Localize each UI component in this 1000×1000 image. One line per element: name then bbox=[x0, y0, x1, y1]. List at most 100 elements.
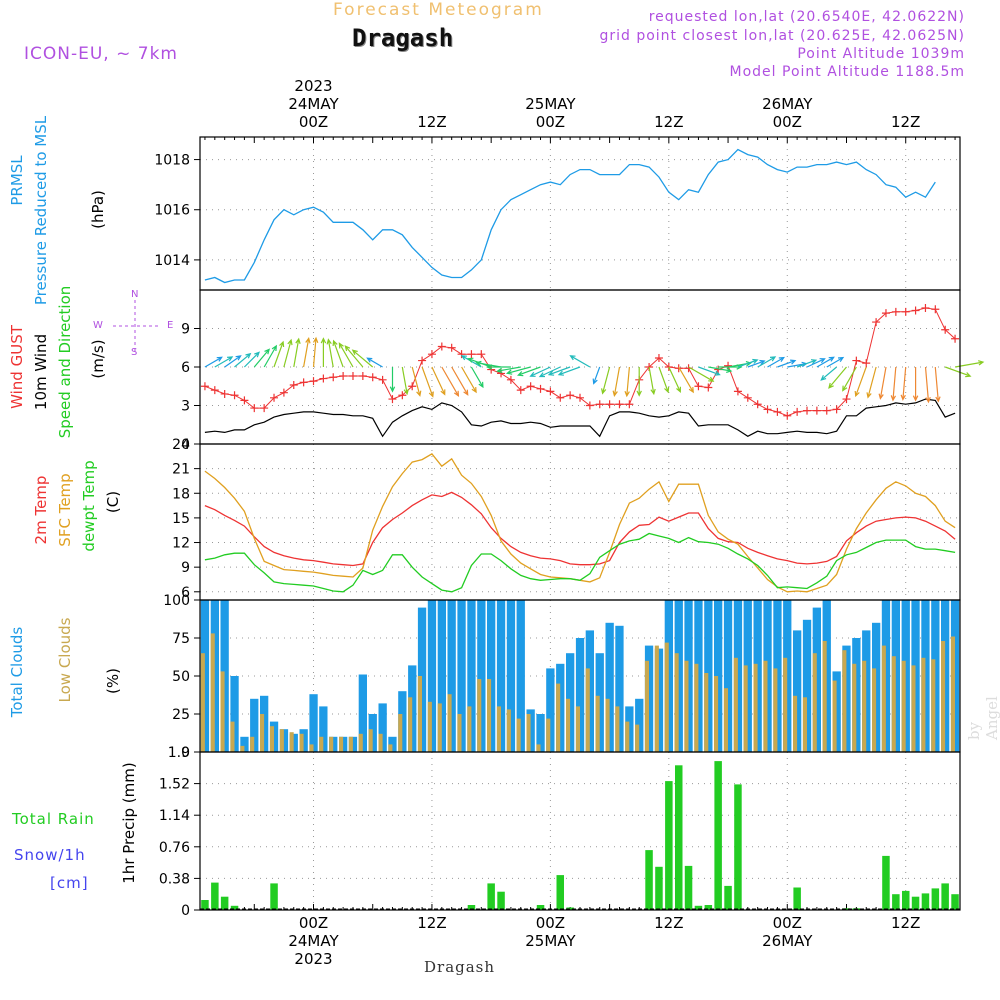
wind-arrow bbox=[842, 366, 857, 392]
pressure-unit: (hPa) bbox=[89, 190, 107, 229]
gust-label: Wind GUST bbox=[8, 324, 26, 409]
y-tick-label: 1.52 bbox=[159, 777, 190, 793]
gust-point bbox=[753, 400, 762, 409]
wind-arrow bbox=[214, 356, 234, 368]
total-cloud-bar bbox=[279, 729, 289, 752]
gust-point bbox=[408, 382, 417, 391]
dewpt-line bbox=[204, 532, 956, 593]
total-cloud-bar bbox=[220, 600, 229, 752]
y-tick-label: 1014 bbox=[154, 253, 190, 269]
gust-point bbox=[654, 354, 663, 363]
wind-arrow bbox=[866, 366, 877, 399]
low-cloud-bar bbox=[368, 729, 373, 752]
low-cloud-bar bbox=[605, 698, 610, 752]
pressure-label: PRMSL bbox=[8, 155, 26, 206]
low-cloud-bar bbox=[309, 744, 314, 752]
low-cloud-bar bbox=[704, 673, 709, 752]
gust-point bbox=[398, 391, 407, 400]
gust-point bbox=[931, 305, 940, 314]
rain-bar bbox=[665, 781, 673, 910]
rain-bar bbox=[566, 907, 574, 910]
wind-arrow bbox=[485, 364, 511, 370]
x-tick-label-bottom: 00Z bbox=[299, 914, 328, 932]
gust-point bbox=[230, 391, 239, 400]
wind-arrow bbox=[820, 366, 837, 381]
low-cloud-bar bbox=[496, 706, 501, 752]
x-tick-label-top: 24MAY bbox=[288, 95, 339, 113]
y-tick-label: 0 bbox=[181, 437, 190, 453]
total-cloud-bar bbox=[773, 600, 782, 752]
gust-point bbox=[585, 401, 594, 410]
total-cloud-bar bbox=[684, 600, 693, 752]
y-tick-label: 1.9 bbox=[168, 745, 190, 761]
low-cloud-bar bbox=[467, 706, 472, 752]
total-cloud-bar bbox=[950, 600, 960, 752]
total-cloud-bar bbox=[654, 648, 664, 752]
forecast-subtitle: Forecast Meteogram bbox=[333, 0, 544, 20]
total-cloud-bar bbox=[289, 733, 298, 752]
low-cloud-bar bbox=[615, 706, 620, 752]
rain-bar bbox=[892, 894, 900, 910]
y-tick-label: 0 bbox=[181, 745, 190, 761]
low-cloud-bar bbox=[723, 688, 728, 752]
wind-arrow bbox=[461, 366, 477, 394]
gust-point bbox=[862, 359, 871, 368]
low-cloud-bar bbox=[733, 657, 738, 752]
total-cloud-bar bbox=[467, 600, 476, 752]
gust-point bbox=[388, 395, 397, 404]
low-cloud-bar bbox=[802, 697, 807, 752]
x-tick-label-top: 12Z bbox=[654, 113, 683, 131]
total-cloud-bar bbox=[516, 600, 525, 752]
wind-arrow bbox=[912, 367, 919, 402]
wind-arrow bbox=[312, 336, 319, 368]
wind-arrow bbox=[828, 366, 847, 389]
low-cloud-bar bbox=[329, 736, 334, 752]
wind-arrow bbox=[421, 366, 434, 398]
total-cloud-bar bbox=[546, 668, 555, 752]
model-label: ICON-EU, ~ 7km bbox=[24, 44, 178, 64]
gust-point bbox=[329, 373, 338, 382]
wind-arrow bbox=[557, 366, 581, 376]
precip-unit: 1hr Precip (mm) bbox=[120, 762, 138, 883]
rain-bar bbox=[467, 905, 476, 910]
total-cloud-bar bbox=[704, 600, 713, 752]
temp2m-line bbox=[204, 491, 956, 567]
low-cloud-bar bbox=[289, 732, 294, 752]
wind-arrow bbox=[273, 340, 285, 368]
total-cloud-bar bbox=[615, 625, 624, 752]
low-cloud-bar bbox=[506, 709, 511, 752]
total-cloud-bar bbox=[378, 703, 387, 752]
low-cloud-bar bbox=[644, 660, 649, 752]
low-cloud-bar bbox=[941, 641, 946, 752]
low-cloud-bar bbox=[220, 671, 225, 752]
low-cloud-bar bbox=[556, 683, 561, 752]
gust-point bbox=[605, 400, 614, 409]
wind-arrow bbox=[517, 366, 541, 377]
watermark: by Angel bbox=[965, 696, 1000, 740]
y-tick-label: 0.38 bbox=[159, 871, 190, 887]
gust-point bbox=[220, 389, 229, 398]
gust-point bbox=[250, 404, 259, 413]
rain-bar bbox=[211, 882, 219, 910]
gust-point bbox=[348, 371, 357, 380]
gust-point bbox=[368, 373, 377, 382]
wind-arrow bbox=[954, 360, 985, 368]
low-cloud-bar bbox=[250, 736, 255, 752]
x-tick-label-top: 00Z bbox=[773, 113, 802, 131]
gust-point bbox=[911, 306, 920, 315]
total-cloud-bar bbox=[901, 600, 910, 752]
low-cloud-bar bbox=[566, 698, 571, 752]
total-cloud-bar bbox=[299, 729, 308, 752]
total-cloud-bar bbox=[240, 736, 249, 752]
rain-bar bbox=[911, 896, 920, 910]
total-cloud-bar bbox=[269, 721, 279, 752]
low-cloud-bar bbox=[664, 642, 669, 752]
x-tick-label-bottom: 2023 bbox=[294, 950, 332, 968]
total-cloud-bar bbox=[260, 695, 269, 752]
total-cloud-bar bbox=[941, 600, 950, 752]
gust-point bbox=[260, 404, 269, 413]
total-cloud-bar bbox=[309, 694, 318, 752]
rain-bar bbox=[793, 887, 801, 910]
x-tick-label-bottom: 12Z bbox=[417, 914, 446, 932]
total-cloud-bar bbox=[783, 600, 792, 752]
